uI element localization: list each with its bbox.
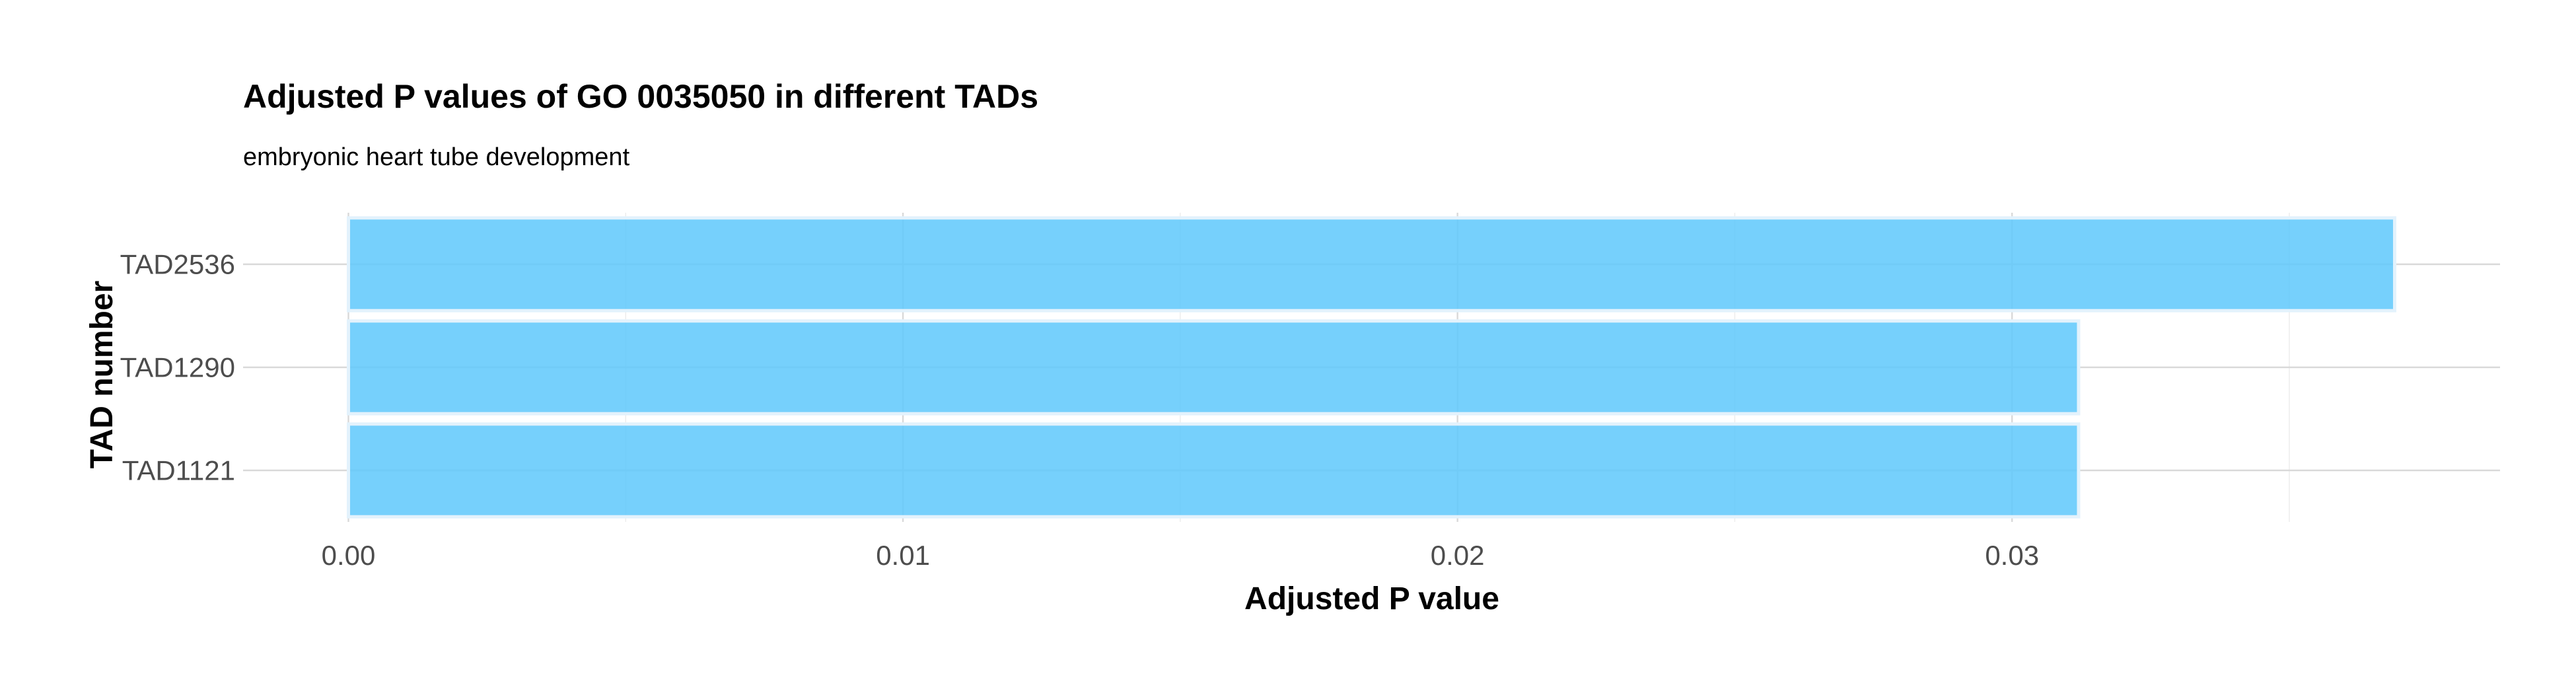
x-tick-label: 0.01	[876, 540, 930, 571]
x-axis-title: Adjusted P value	[1244, 581, 1499, 616]
y-tick-label: TAD1290	[120, 352, 235, 383]
x-axis-tick-labels: 0.00 0.01 0.02 0.03	[322, 540, 2039, 571]
y-tick-label: TAD1121	[122, 455, 235, 486]
y-axis-title: TAD number	[85, 281, 120, 468]
bars	[347, 216, 2396, 519]
x-tick-label: 0.00	[322, 540, 376, 571]
x-tick-label: 0.02	[1431, 540, 1485, 571]
chart-title: Adjusted P values of GO 0035050 in diffe…	[243, 78, 1038, 115]
chart-subtitle: embryonic heart tube development	[243, 143, 630, 171]
y-axis-tick-labels: TAD2536 TAD1290 TAD1121	[120, 249, 235, 486]
x-tick-label: 0.03	[1985, 540, 2039, 571]
bar-tad2536	[347, 216, 2396, 312]
y-tick-label: TAD2536	[120, 249, 235, 280]
bar-tad1121	[347, 422, 2081, 519]
bar-tad1290	[347, 319, 2081, 416]
